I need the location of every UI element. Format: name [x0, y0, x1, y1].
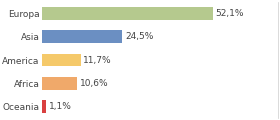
- Bar: [42, 30, 122, 43]
- Bar: [42, 77, 77, 90]
- Text: 10,6%: 10,6%: [80, 79, 108, 88]
- Bar: [42, 100, 46, 113]
- Text: 52,1%: 52,1%: [215, 9, 244, 18]
- Text: 11,7%: 11,7%: [83, 55, 112, 65]
- Text: 24,5%: 24,5%: [125, 32, 153, 41]
- Bar: [42, 54, 81, 66]
- Bar: [42, 7, 213, 20]
- Text: 1,1%: 1,1%: [48, 102, 71, 111]
